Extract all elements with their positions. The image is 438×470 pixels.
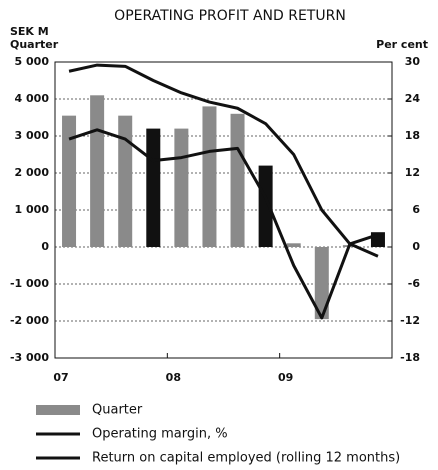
legend-label: Quarter — [92, 403, 143, 418]
x-tick-label: 08 — [166, 371, 181, 384]
y-tick-label: 0 — [41, 240, 49, 253]
plot-frame — [54, 61, 393, 359]
bar — [230, 113, 245, 247]
y-tick-label: -2 000 — [10, 314, 49, 327]
y2-tick-label: 0 — [412, 240, 420, 253]
bar — [202, 106, 217, 248]
y2-tick-label: -18 — [400, 351, 420, 364]
bar — [370, 232, 385, 247]
line — [68, 128, 379, 320]
y-tick-label: 4 000 — [15, 92, 50, 105]
y-axis-label: SEK M — [10, 25, 49, 38]
x-tick-label: 09 — [278, 371, 293, 384]
y2-tick-label: 12 — [405, 166, 420, 179]
bar — [286, 243, 301, 247]
bar — [314, 247, 329, 320]
y2-tick-label: 18 — [405, 129, 420, 142]
bar — [258, 165, 273, 247]
x-tick-label: 07 — [53, 371, 68, 384]
y-tick-label: -1 000 — [10, 277, 49, 290]
bar — [118, 115, 133, 248]
y2-tick-label: 6 — [412, 203, 420, 216]
y2-tick-label: -12 — [400, 314, 420, 327]
legend-label: Return on capital employed (rolling 12 m… — [92, 451, 400, 466]
legend-label: Operating margin, % — [92, 427, 228, 442]
line — [68, 63, 379, 258]
legend-swatch — [36, 405, 80, 415]
bar — [174, 128, 189, 247]
y-tick-label: 5 000 — [15, 55, 50, 68]
y-tick-label: 1 000 — [15, 203, 50, 216]
bar — [62, 115, 77, 248]
chart-title: OPERATING PROFIT AND RETURN — [114, 8, 346, 24]
bar — [90, 95, 105, 247]
y-tick-label: 3 000 — [15, 129, 50, 142]
y2-axis-label: Per cent — [376, 38, 428, 51]
y2-tick-label: 24 — [405, 92, 421, 105]
y-tick-label: -3 000 — [10, 351, 49, 364]
y-tick-label: 2 000 — [15, 166, 50, 179]
bar — [146, 128, 161, 247]
y2-tick-label: 30 — [405, 55, 421, 68]
y-axis-label: Quarter — [10, 38, 59, 51]
y2-tick-label: -6 — [408, 277, 421, 290]
